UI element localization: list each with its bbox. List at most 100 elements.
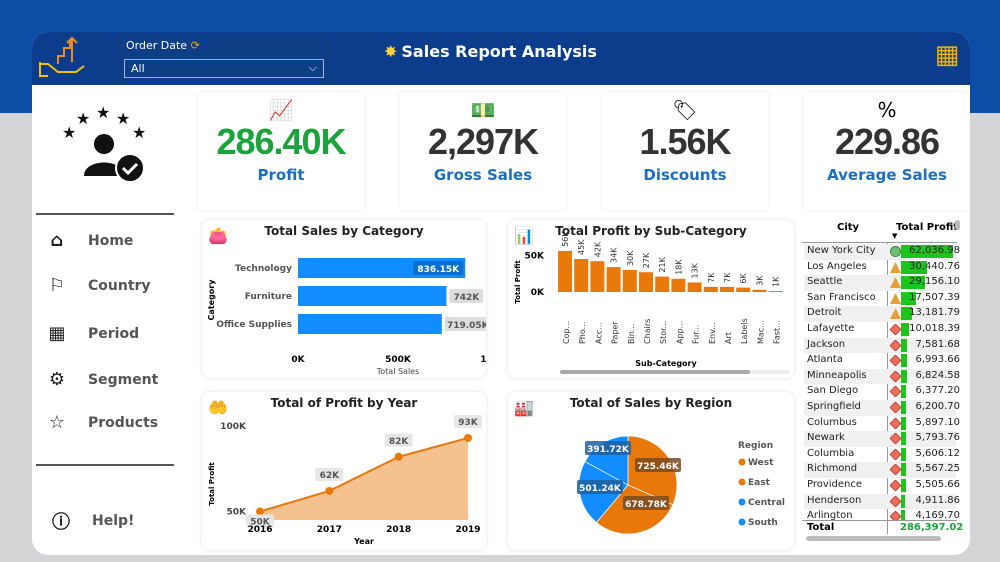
data-label-bg	[413, 261, 464, 275]
header: Order Date ⟳ All ⌵ ✸ Sales Report Analysis…	[32, 32, 970, 85]
city-cell: Atlanta	[807, 354, 843, 366]
table-row[interactable]: San Diego 6,377.20	[804, 384, 960, 400]
data-label-bg	[449, 289, 484, 303]
y-axis-title: Total Profit	[208, 462, 216, 506]
table-row[interactable]: Los Angeles 30,440.76	[804, 260, 960, 276]
chart-title: Total of Sales by Region	[569, 396, 733, 410]
nav-item-country[interactable]: ⚐ Country	[42, 275, 151, 296]
city-cell: Columbia	[807, 447, 855, 459]
legend-title: Region	[738, 441, 773, 451]
nav-label: Home	[88, 232, 134, 249]
column-header-total-profit[interactable]: Total Profit	[896, 222, 959, 233]
profit-cell: 5,567.25	[915, 463, 960, 475]
data-bar	[901, 432, 906, 446]
data-bar	[901, 369, 907, 383]
help-button[interactable]: ⓘ Help!	[46, 508, 134, 534]
kpi-label: Discounts	[643, 166, 727, 184]
data-label: 27K	[642, 252, 651, 268]
nav-item-home[interactable]: ⌂ Home	[42, 230, 134, 251]
x-tick-label: Acc...	[594, 322, 603, 344]
sales-by-category-card: Total Sales by Category 👛 Technology 836.15…	[202, 220, 517, 378]
chart-title: Total Sales by Category	[264, 224, 424, 238]
table-row[interactable]: Seattle 29,156.10	[804, 275, 960, 291]
data-point	[256, 507, 264, 516]
city-cell: Detroit	[807, 307, 842, 319]
bar	[622, 270, 637, 292]
bar	[298, 286, 447, 306]
refresh-icon[interactable]: ⟳	[190, 39, 200, 52]
profit-cell: 13,181.79	[909, 307, 960, 319]
horizontal-scrollbar[interactable]	[806, 536, 941, 541]
table-row[interactable]: Springfield 6,200.70	[804, 400, 960, 416]
data-label: 836.15K	[417, 265, 460, 275]
data-bar	[901, 416, 906, 430]
table-row[interactable]: San Francisco 17,507.39	[804, 291, 960, 307]
city-cell: San Diego	[807, 385, 859, 397]
wallet-icon: 👛	[208, 226, 228, 245]
nav-item-products[interactable]: ☆ Products	[42, 412, 158, 433]
order-date-dropdown[interactable]: All ⌵	[124, 59, 324, 78]
bar	[639, 272, 653, 292]
table-row[interactable]: Minneapolis 6,824.58	[804, 368, 960, 385]
table-row[interactable]: Columbia 5,606.12	[804, 447, 960, 463]
x-tick-label: Pho...	[578, 322, 587, 344]
bar	[768, 291, 783, 292]
building-icon: ⚙	[48, 369, 66, 390]
table-row[interactable]: Columbus 5,897.10	[804, 416, 960, 432]
table-row[interactable]: Providence 5,505.66	[804, 478, 960, 494]
x-tick-label: 2019	[455, 525, 480, 535]
city-cell: New York City	[807, 245, 876, 256]
total-divider	[802, 520, 957, 521]
nav-item-segment[interactable]: ⚙ Segment	[42, 369, 158, 390]
table-row[interactable]: Newark 5,793.76	[804, 431, 960, 447]
home-icon: ⌂	[50, 230, 64, 251]
growth-hand-logo-icon	[39, 36, 85, 77]
profit-cell: 29,156.10	[909, 276, 960, 288]
data-bar	[901, 307, 913, 321]
table-row[interactable]: Richmond 5,567.25	[804, 462, 960, 478]
data-label: 725.46K	[637, 462, 680, 472]
total-value: 286,397.02	[900, 522, 964, 533]
profit-cell: 5,793.76	[915, 432, 960, 444]
city-cell: Columbus	[807, 416, 857, 428]
column-header-city[interactable]: City	[837, 222, 860, 233]
bar	[574, 259, 589, 292]
vertical-scrollbar[interactable]	[955, 220, 960, 230]
table-row[interactable]: Henderson 4,911.86	[804, 493, 960, 510]
profit-by-subcategory-card: Total Profit by Sub-Category 📊 0K 50K Total …	[508, 220, 794, 378]
data-label: 13K	[691, 262, 700, 278]
data-point	[464, 433, 472, 442]
sparkle-icon: ✸	[384, 42, 398, 61]
svg-text:★: ★	[132, 123, 146, 142]
data-label: 7K	[723, 272, 732, 283]
x-tick-label: 2016	[247, 525, 272, 535]
profit-cell: 4,911.86	[915, 494, 960, 506]
data-bar	[901, 338, 908, 352]
nav-item-period[interactable]: ▦ Period	[42, 323, 139, 344]
user-rating-icon: ★★ ★ ★★	[62, 106, 146, 183]
table-row[interactable]: Arlington 4,169.70	[804, 509, 960, 520]
profit-cell: 4,169.70	[915, 510, 960, 520]
x-tick-label: Bin...	[627, 324, 636, 344]
x-tick-label: 2017	[317, 525, 342, 535]
data-label: 30K	[626, 250, 635, 266]
table-row[interactable]: New York City 62,036.98	[804, 244, 960, 260]
city-cell: Newark	[807, 432, 845, 444]
data-label: 501.24K	[579, 484, 622, 494]
table-row[interactable]: Lafayette 10,018.39	[804, 322, 960, 338]
data-label: 391.72K	[587, 445, 630, 455]
profit-cell: 62,036.98	[909, 245, 960, 256]
data-point	[325, 486, 334, 495]
x-axis-title: Year	[353, 537, 374, 546]
data-label: 742K	[454, 293, 481, 303]
x-axis-title: Total Sales	[376, 367, 420, 376]
table-row[interactable]: Detroit 13,181.79	[804, 306, 960, 322]
legend-marker	[738, 498, 746, 506]
table-row[interactable]: Atlanta 6,993.66	[804, 353, 960, 369]
kpi-value: 2,297K	[427, 121, 539, 162]
data-bar	[901, 494, 906, 508]
table-row[interactable]: Jackson 7,581.68	[804, 337, 960, 354]
team-icon: ▦	[934, 40, 960, 70]
data-bar	[901, 479, 906, 492]
